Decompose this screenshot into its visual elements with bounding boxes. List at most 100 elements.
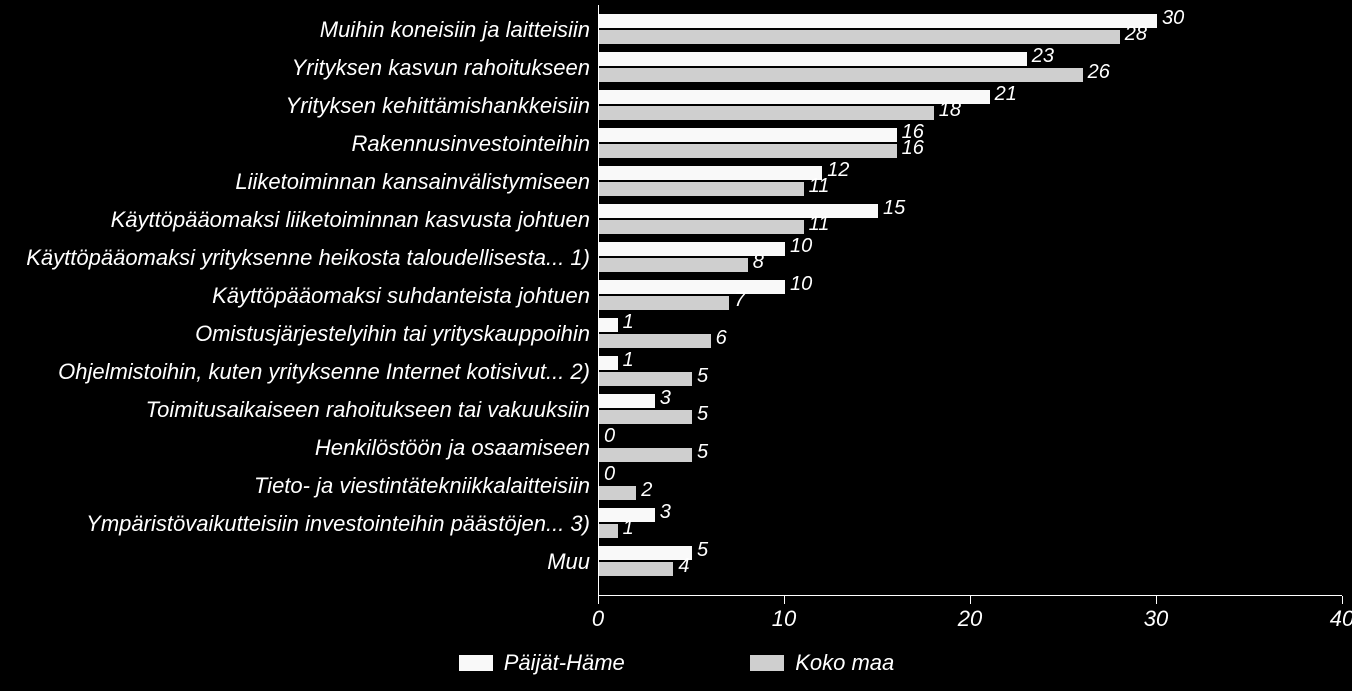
bar-value-label: 15: [883, 197, 905, 220]
legend: Päijät-Häme Koko maa: [0, 650, 1352, 677]
bar-row: 54: [598, 543, 1342, 581]
x-tick-label: 40: [1330, 606, 1352, 632]
bar-row: 1211: [598, 163, 1342, 201]
bar-value-label: 8: [753, 251, 764, 274]
bar-row: 108: [598, 239, 1342, 277]
bar-row: 16: [598, 315, 1342, 353]
bar-row: 2326: [598, 49, 1342, 87]
category-label: Muu: [10, 549, 590, 575]
bar-value-label: 30: [1162, 7, 1184, 30]
bar-row: 05: [598, 429, 1342, 467]
bar-value-label: 10: [790, 235, 812, 258]
category-label: Toimitusaikaiseen rahoitukseen tai vakuu…: [10, 397, 590, 423]
bar-series1: [598, 89, 991, 105]
bar-value-label: 2: [641, 479, 652, 502]
bar-value-label: 1: [623, 311, 634, 334]
bar-value-label: 5: [697, 403, 708, 426]
x-tick: [784, 596, 785, 604]
category-label: Yrityksen kehittämishankkeisiin: [10, 93, 590, 119]
bar-series2: [598, 29, 1121, 45]
legend-swatch-paijat-hame: [458, 654, 494, 672]
bar-series2: [598, 67, 1084, 83]
bar-series1: [598, 355, 619, 371]
bar-series2: [598, 219, 805, 235]
x-tick: [970, 596, 971, 604]
bar-series2: [598, 257, 749, 273]
bar-value-label: 1: [623, 349, 634, 372]
bar-value-label: 23: [1032, 45, 1054, 68]
bar-row: 15: [598, 353, 1342, 391]
bar-row: 2118: [598, 87, 1342, 125]
bar-series1: [598, 127, 898, 143]
category-label: Henkilöstöön ja osaamiseen: [10, 435, 590, 461]
bar-value-label: 5: [697, 441, 708, 464]
category-label: Omistusjärjestelyihin tai yrityskauppoih…: [10, 321, 590, 347]
bar-series2: [598, 371, 693, 387]
legend-label-paijat-hame: Päijät-Häme: [504, 650, 625, 676]
x-axis: 010203040: [598, 596, 1342, 636]
bar-value-label: 11: [809, 175, 830, 198]
bar-chart: 3028232621181616121115111081071615350502…: [0, 0, 1352, 691]
plot-area: 3028232621181616121115111081071615350502…: [598, 5, 1342, 595]
bar-value-label: 3: [660, 387, 671, 410]
bar-series1: [598, 13, 1158, 29]
x-tick-label: 30: [1144, 606, 1168, 632]
bar-value-label: 16: [902, 137, 924, 160]
bar-series2: [598, 333, 712, 349]
x-tick: [598, 596, 599, 604]
bar-series2: [598, 181, 805, 197]
bar-series2: [598, 447, 693, 463]
category-label: Liiketoiminnan kansainvälistymiseen: [10, 169, 590, 195]
bar-series2: [598, 295, 730, 311]
category-label: Ohjelmistoihin, kuten yrityksenne Intern…: [10, 359, 590, 385]
x-tick-label: 0: [592, 606, 604, 632]
bar-series1: [598, 393, 656, 409]
bar-series2: [598, 523, 619, 539]
legend-swatch-koko-maa: [749, 654, 785, 672]
bar-row: 35: [598, 391, 1342, 429]
bar-row: 02: [598, 467, 1342, 505]
bar-series1: [598, 203, 879, 219]
bar-value-label: 6: [716, 327, 727, 350]
bar-value-label: 26: [1088, 61, 1110, 84]
bar-series2: [598, 143, 898, 159]
bar-series2: [598, 105, 935, 121]
bar-series1: [598, 279, 786, 295]
category-label: Käyttöpääomaksi yrityksenne heikosta tal…: [10, 245, 590, 271]
x-tick: [1156, 596, 1157, 604]
category-label: Käyttöpääomaksi suhdanteista johtuen: [10, 283, 590, 309]
bar-value-label: 28: [1125, 23, 1147, 46]
bar-row: 107: [598, 277, 1342, 315]
bar-value-label: 11: [809, 213, 830, 236]
bar-series1: [598, 317, 619, 333]
category-label: Tieto- ja viestintätekniikkalaitteisiin: [10, 473, 590, 499]
x-tick-label: 20: [958, 606, 982, 632]
bar-value-label: 4: [678, 555, 689, 578]
bar-series2: [598, 485, 637, 501]
legend-item-koko-maa: Koko maa: [749, 650, 894, 676]
bar-value-label: 3: [660, 501, 671, 524]
bar-value-label: 5: [697, 365, 708, 388]
bar-row: 31: [598, 505, 1342, 543]
bar-row: 3028: [598, 11, 1342, 49]
bar-value-label: 21: [995, 83, 1017, 106]
bar-series2: [598, 409, 693, 425]
bar-series1: [598, 165, 823, 181]
bar-value-label: 7: [734, 289, 745, 312]
bar-value-label: 12: [827, 159, 849, 182]
y-axis-line: [598, 5, 599, 595]
category-label: Rakennusinvestointeihin: [10, 131, 590, 157]
x-tick: [1342, 596, 1343, 604]
bar-value-label: 18: [939, 99, 961, 122]
legend-label-koko-maa: Koko maa: [795, 650, 894, 676]
bar-value-label: 10: [790, 273, 812, 296]
bar-series2: [598, 561, 674, 577]
category-label: Muihin koneisiin ja laitteisiin: [10, 17, 590, 43]
bar-value-label: 1: [623, 517, 634, 540]
bar-value-label: 0: [604, 463, 615, 486]
bar-value-label: 5: [697, 539, 708, 562]
legend-item-paijat-hame: Päijät-Häme: [458, 650, 625, 676]
bar-row: 1616: [598, 125, 1342, 163]
category-label: Käyttöpääomaksi liiketoiminnan kasvusta …: [10, 207, 590, 233]
bar-row: 1511: [598, 201, 1342, 239]
